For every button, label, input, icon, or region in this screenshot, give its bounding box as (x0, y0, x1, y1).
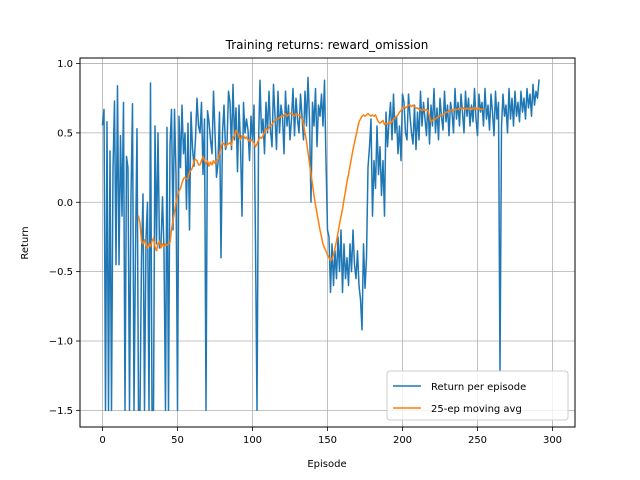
x-axis-label: Episode (307, 459, 346, 470)
x-tick-label: 250 (468, 435, 487, 446)
x-tick-label: 200 (393, 435, 412, 446)
x-axis-ticks: 0 50 100 150 200 250 300 (99, 427, 562, 446)
y-axis-ticks: −1.5 −1.0 −0.5 0.0 0.5 1.0 (49, 59, 80, 417)
y-tick-label: 0.0 (57, 198, 73, 209)
x-tick-label: 300 (543, 435, 562, 446)
x-tick-label: 150 (318, 435, 337, 446)
legend: Return per episode 25-ep moving avg (386, 370, 569, 421)
x-tick-label: 0 (99, 435, 105, 446)
series-line-0 (101, 76, 540, 412)
series-layer (101, 76, 540, 412)
y-tick-label: −1.5 (49, 406, 73, 417)
series-line-1 (137, 104, 485, 262)
y-tick-label: 1.0 (57, 59, 73, 70)
chart-title: Training returns: reward_omission (225, 38, 429, 52)
x-tick-label: 50 (171, 435, 184, 446)
y-tick-label: −1.0 (49, 336, 73, 347)
x-tick-label: 100 (243, 435, 262, 446)
legend-label-1: 25-ep moving avg (431, 404, 522, 415)
legend-box (386, 370, 569, 421)
y-tick-label: 0.5 (57, 128, 73, 139)
legend-label-0: Return per episode (431, 382, 526, 393)
y-axis-label: Return (20, 226, 31, 259)
y-tick-label: −0.5 (49, 267, 73, 278)
